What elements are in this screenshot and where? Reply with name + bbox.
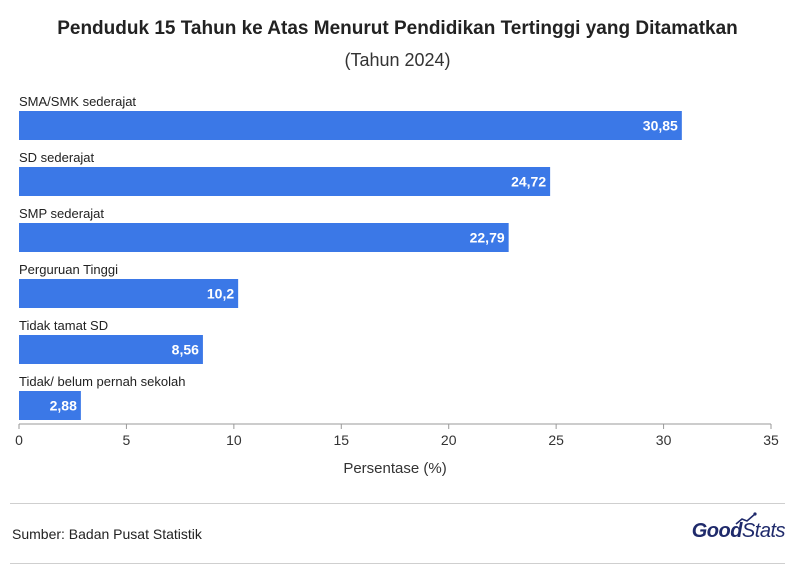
x-tick-label: 15 <box>333 432 349 448</box>
trend-icon <box>735 512 757 525</box>
bar <box>19 279 239 308</box>
bar <box>19 223 509 252</box>
footer-divider-bottom <box>10 563 785 564</box>
chart-title: Penduduk 15 Tahun ke Atas Menurut Pendid… <box>57 18 738 39</box>
x-tick-label: 25 <box>548 432 564 448</box>
bar-chart: SMA/SMK sederajat 30,85 SD sederajat 24,72 S… <box>15 94 779 477</box>
bar <box>19 391 81 420</box>
value-label: 30,85 <box>643 118 678 134</box>
category-label: SD sederajat <box>19 150 95 165</box>
x-tick-label: 35 <box>763 432 779 448</box>
category-label: SMP sederajat <box>19 206 104 221</box>
bar <box>19 111 682 140</box>
value-label: 24,72 <box>511 174 546 190</box>
source-text: Sumber: Badan Pusat Statistik <box>12 526 202 542</box>
logo-stats: Stats <box>741 520 786 542</box>
value-label: 10,2 <box>207 286 234 302</box>
bar <box>19 167 551 196</box>
category-label: Tidak tamat SD <box>19 318 108 333</box>
value-label: 8,56 <box>172 342 199 358</box>
value-label: 22,79 <box>470 230 505 246</box>
x-tick-label: 5 <box>123 432 131 448</box>
x-tick-label: 30 <box>656 432 672 448</box>
x-tick-label: 10 <box>226 432 242 448</box>
chart-subtitle: (Tahun 2024) <box>344 50 451 70</box>
x-tick-label: 0 <box>15 432 23 448</box>
bar <box>19 335 203 364</box>
logo-good: Good <box>691 520 743 542</box>
x-tick-label: 20 <box>441 432 457 448</box>
category-label: SMA/SMK sederajat <box>19 94 136 109</box>
x-axis-label: Persentase (%) <box>343 460 446 477</box>
value-label: 2,88 <box>50 398 77 414</box>
category-label: Perguruan Tinggi <box>19 262 118 277</box>
goodstats-logo: GoodStats <box>691 520 786 543</box>
category-label: Tidak/ belum pernah sekolah <box>19 374 185 389</box>
footer-divider-top <box>10 503 785 504</box>
